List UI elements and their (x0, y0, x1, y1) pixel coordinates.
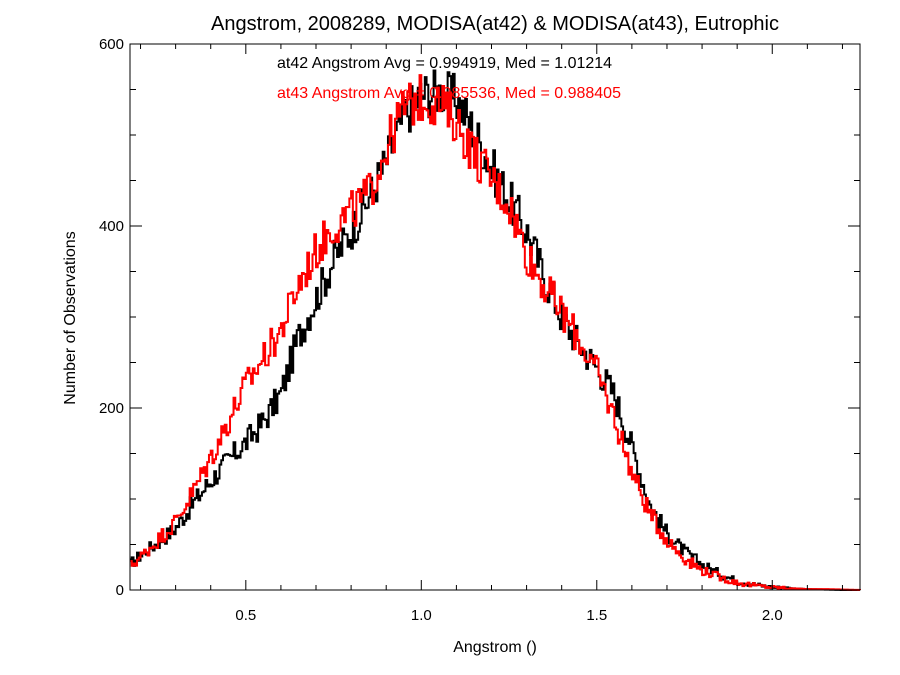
y-tick-label: 0 (116, 582, 124, 599)
x-tick-label: 1.0 (411, 607, 432, 624)
annotation-at43: at43 Angstrom Avg = 0.985536, Med = 0.98… (277, 85, 621, 102)
x-axis-label: Angstrom () (453, 639, 537, 656)
x-tick-label: 2.0 (762, 607, 783, 624)
x-tick-label: 1.5 (586, 607, 607, 624)
y-tick-label: 200 (99, 400, 124, 417)
series-layer (130, 69, 861, 591)
annotation-at42: at42 Angstrom Avg = 0.994919, Med = 1.01… (277, 55, 612, 72)
chart-title: Angstrom, 2008289, MODISA(at42) & MODISA… (211, 13, 779, 35)
y-tick-label: 600 (99, 36, 124, 53)
y-tick-label: 400 (99, 218, 124, 235)
y-axis-label: Number of Observations (62, 231, 79, 404)
x-tick-label: 0.5 (235, 607, 256, 624)
axis-ticks: 0.5 1.0 1.5 2.0 0 200 400 600 (99, 36, 860, 624)
series-line-at43 (130, 74, 861, 591)
